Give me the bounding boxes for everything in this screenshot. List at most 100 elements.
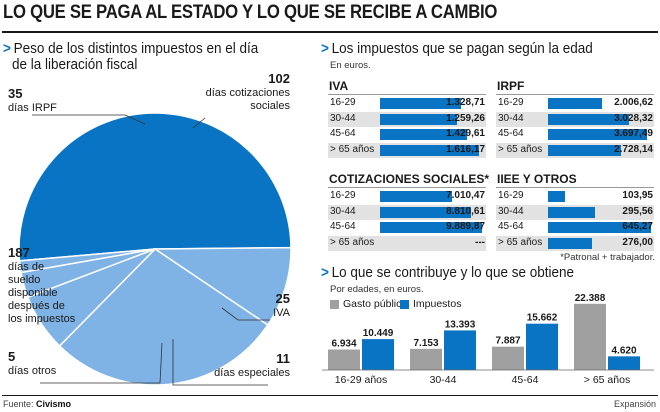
pie-label-line: días cotizaciones bbox=[205, 87, 290, 99]
pie-label-line: disponible bbox=[8, 287, 58, 299]
pie-label-line: IVA bbox=[273, 307, 290, 319]
table-row: > 65 años --- bbox=[328, 235, 486, 251]
row-age: 30-44 bbox=[330, 205, 356, 217]
pie-label-line: sociales bbox=[250, 100, 290, 112]
contrib-unit: Por edades, en euros. bbox=[330, 284, 424, 295]
pie-slice-2 bbox=[58, 248, 269, 386]
row-age: 45-64 bbox=[330, 221, 356, 232]
row-bar bbox=[548, 206, 596, 218]
pie-chart bbox=[18, 112, 292, 386]
row-bar bbox=[380, 206, 471, 218]
row-bar bbox=[548, 222, 652, 233]
pie-leader-3 bbox=[221, 307, 270, 321]
row-age: > 65 años bbox=[330, 236, 375, 248]
row-value: 7.010,47 bbox=[446, 190, 485, 201]
row-bar bbox=[548, 98, 602, 109]
row-value: 3.697,49 bbox=[614, 128, 653, 139]
row-bar bbox=[380, 98, 462, 109]
table-row: 16-29 1.328,71 bbox=[328, 96, 486, 111]
table-row: > 65 años 1.616,17 bbox=[328, 142, 486, 158]
pie-value: 11 bbox=[276, 351, 290, 366]
page-title: LO QUE SE PAGA AL ESTADO Y LO QUE SE REC… bbox=[3, 2, 498, 23]
bar-0-2 bbox=[492, 346, 524, 370]
row-value: 9.889,87 bbox=[446, 221, 485, 232]
table-row: 30-44 3.028,32 bbox=[496, 111, 654, 127]
bar-0-3 bbox=[574, 303, 606, 370]
pie-leader-4 bbox=[172, 339, 268, 386]
panel-title-2: COTIZACIONES SOCIALES* bbox=[329, 172, 490, 186]
pie-label-4: 11 días especiales bbox=[214, 352, 290, 380]
row-bar bbox=[380, 191, 453, 202]
row-value: 2.728,14 bbox=[614, 143, 653, 155]
pie-label-line: sueldo bbox=[8, 274, 41, 286]
row-age: 45-64 bbox=[498, 128, 524, 139]
category-label-3: > 65 años bbox=[584, 374, 630, 386]
row-age: > 65 años bbox=[498, 143, 543, 155]
row-age: 45-64 bbox=[498, 221, 524, 232]
category-label-1: 30-44 bbox=[430, 374, 457, 386]
bar-1-1 bbox=[444, 330, 476, 370]
pie-label-1: 35 días IRPF bbox=[8, 87, 57, 115]
bar-1-0 bbox=[362, 339, 394, 370]
pie-heading-2: de la liberación fiscal bbox=[12, 56, 138, 73]
table-row: 30-44 1.259,26 bbox=[328, 111, 486, 127]
row-bar bbox=[548, 144, 621, 156]
table-row: 16-29 103,95 bbox=[496, 189, 654, 204]
pie-value: 5 bbox=[8, 349, 16, 364]
bar-label-1-2: 15.662 bbox=[527, 313, 558, 324]
pie-slice-5 bbox=[18, 248, 156, 274]
bar-1-2 bbox=[526, 323, 558, 370]
pie-slice-1 bbox=[152, 246, 292, 327]
table-row: 45-64 1.429,61 bbox=[328, 127, 486, 142]
row-age: > 65 años bbox=[330, 143, 375, 155]
bar-label-0-3: 22.388 bbox=[575, 293, 606, 304]
row-age: 16-29 bbox=[498, 190, 524, 201]
table-row: > 65 años 276,00 bbox=[496, 235, 654, 251]
row-age: 16-29 bbox=[330, 97, 356, 108]
bar-label-0-1: 7.153 bbox=[413, 338, 438, 349]
pie-label-2: 102 días cotizaciones sociales bbox=[206, 72, 290, 113]
contrib-heading: > Lo que se contribuye y lo que se obtien… bbox=[321, 264, 574, 281]
bar-label-0-0: 6.934 bbox=[331, 338, 356, 349]
panel-rule bbox=[328, 187, 486, 188]
row-value: 8.810,61 bbox=[446, 205, 485, 217]
pie-label-line: días especiales bbox=[214, 367, 290, 379]
tax-age-unit: En euros. bbox=[330, 60, 371, 71]
panel-title-0: IVA bbox=[329, 79, 349, 93]
row-value: 295,56 bbox=[622, 205, 653, 217]
row-age: 30-44 bbox=[498, 112, 524, 124]
tax-age-note: *Patronal + trabajador. bbox=[560, 252, 655, 263]
table-row: 16-29 7.010,47 bbox=[328, 189, 486, 204]
pie-value: 187 bbox=[8, 245, 30, 260]
bar-0-0 bbox=[328, 349, 360, 370]
legend-label-0: Gasto público bbox=[343, 298, 408, 310]
bar-0-1 bbox=[410, 348, 442, 370]
pie-value: 25 bbox=[275, 291, 290, 306]
row-bar bbox=[380, 113, 458, 125]
source-label: Fuente: bbox=[3, 399, 34, 409]
pie-leader-1 bbox=[32, 114, 146, 125]
row-bar bbox=[548, 237, 593, 249]
bar-label-0-2: 7.887 bbox=[495, 336, 520, 347]
source-name: Civismo bbox=[36, 399, 72, 409]
pie-value: 102 bbox=[268, 71, 290, 86]
row-value: 1.429,61 bbox=[446, 128, 485, 139]
panel-rule bbox=[328, 94, 486, 95]
row-age: 45-64 bbox=[330, 128, 356, 139]
table-row: 45-64 3.697,49 bbox=[496, 127, 654, 142]
row-value: 1.328,71 bbox=[446, 97, 485, 108]
tax-age-heading: > Los impuestos que se pagan según la eda… bbox=[321, 40, 593, 57]
pie-leader-2 bbox=[192, 117, 206, 129]
pie-heading-line1: Peso de los distintos impuestos en el dí… bbox=[13, 40, 259, 57]
tax-age-heading-text: Los impuestos que se pagan según la edad bbox=[331, 40, 593, 57]
pie-label-line: días otros bbox=[8, 365, 57, 377]
row-age: > 65 años bbox=[498, 236, 543, 248]
brand: Expansión bbox=[613, 399, 656, 409]
row-value: 276,00 bbox=[622, 236, 653, 248]
pie-label-line: los impuestos bbox=[8, 313, 76, 325]
bar-label-1-0: 10.449 bbox=[363, 328, 394, 339]
chevron-right-icon: > bbox=[321, 40, 329, 57]
pie-slice-0 bbox=[18, 112, 292, 262]
category-label-0: 16-29 años bbox=[335, 374, 388, 386]
pie-leader-5 bbox=[40, 342, 163, 384]
